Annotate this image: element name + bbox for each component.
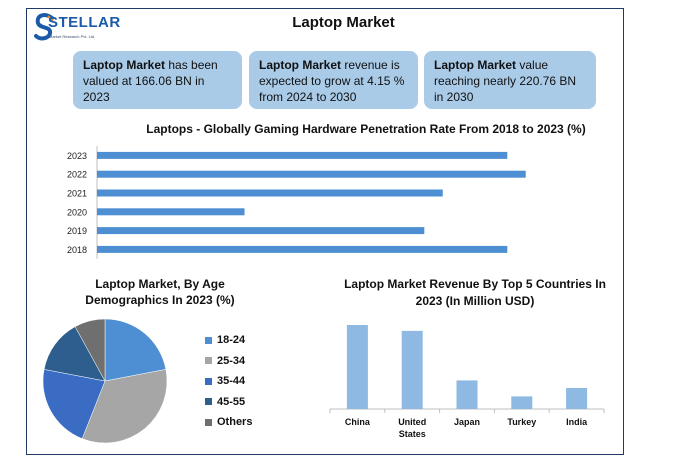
legend-label: 35-44 [217,375,246,387]
card-text: has been valued at 166.06 BN in 2023 [83,58,218,104]
legend-label: 25-34 [217,354,246,367]
page-title: Laptop Market [292,14,395,31]
bar-2019 [97,227,425,235]
card-keyword: Laptop Market [83,58,166,72]
bar-chart-title: Laptops - Globally Gaming Hardware Penet… [146,122,586,136]
bar-category-label: 2022 [67,170,87,180]
card-text: value reaching nearly 220.76 BN in 2030 [434,58,577,104]
column-united-states [401,330,423,409]
column-japan [456,380,478,409]
pie-slice-18-24 [104,318,167,382]
column-china [346,325,368,409]
column-category-label: Japan [454,417,480,427]
card-keyword: Laptop Market [434,58,517,72]
legend-label: Others [217,416,253,428]
column-category-label: China [345,417,371,427]
column-turkey [511,396,533,409]
pie-chart-title: Laptop Market, By Age Demographics In 20… [85,277,235,307]
stat-card-forecast: Laptop Market value reaching nearly 220.… [424,51,596,109]
bar-2020 [97,208,245,216]
pie-slice-others [74,318,106,382]
card-text: revenue is expected to grow at 4.15 % fr… [259,58,405,104]
card-keyword: Laptop Market [259,58,342,72]
brand-tagline: Market Research Pvt. Ltd. [49,34,96,39]
legend-swatch [205,357,212,364]
column-category-label: India [566,417,588,427]
brand-logo: STELLAR Market Research Pvt. Ltd. [34,12,120,46]
pie-slice-25-34 [81,369,168,444]
column-category-label: United States [398,417,426,439]
brand-name: STELLAR [48,14,121,31]
bar-2022 [97,170,526,178]
legend-label: 18-24 [217,334,246,346]
column-chart-title: Laptop Market Revenue By Top 5 Countries… [344,277,606,308]
stat-card-growth: Laptop Market revenue is expected to gro… [249,51,418,109]
bar-category-label: 2020 [67,207,87,217]
bar-category-label: 2021 [67,189,87,199]
infographic-frame [26,8,624,455]
legend-label: 45-55 [217,395,246,408]
legend-swatch [205,336,212,344]
legend-swatch [205,377,212,385]
bar-category-label: 2018 [67,245,87,255]
bar-category-label: 2023 [67,151,87,161]
bar-category-label: 2019 [67,226,87,236]
legend-swatch [205,418,212,426]
logo-swirl-icon [34,13,54,41]
pie-slice-45-55 [43,326,106,382]
bar-2018 [97,245,508,253]
column-category-label: Turkey [507,417,536,427]
pie-slice-35-44 [42,369,106,439]
column-india [566,388,588,409]
legend-item: Others [205,415,252,429]
stat-card-valuation: Laptop Market has been valued at 166.06 … [73,51,242,109]
legend-item: 18-24 [205,333,245,347]
bar-2021 [97,189,443,197]
legend-item: 25-34 [205,354,245,368]
legend-swatch [205,398,212,405]
legend-item: 35-44 [205,374,245,388]
legend-item: 45-55 [205,395,245,409]
bar-2023 [97,151,508,159]
